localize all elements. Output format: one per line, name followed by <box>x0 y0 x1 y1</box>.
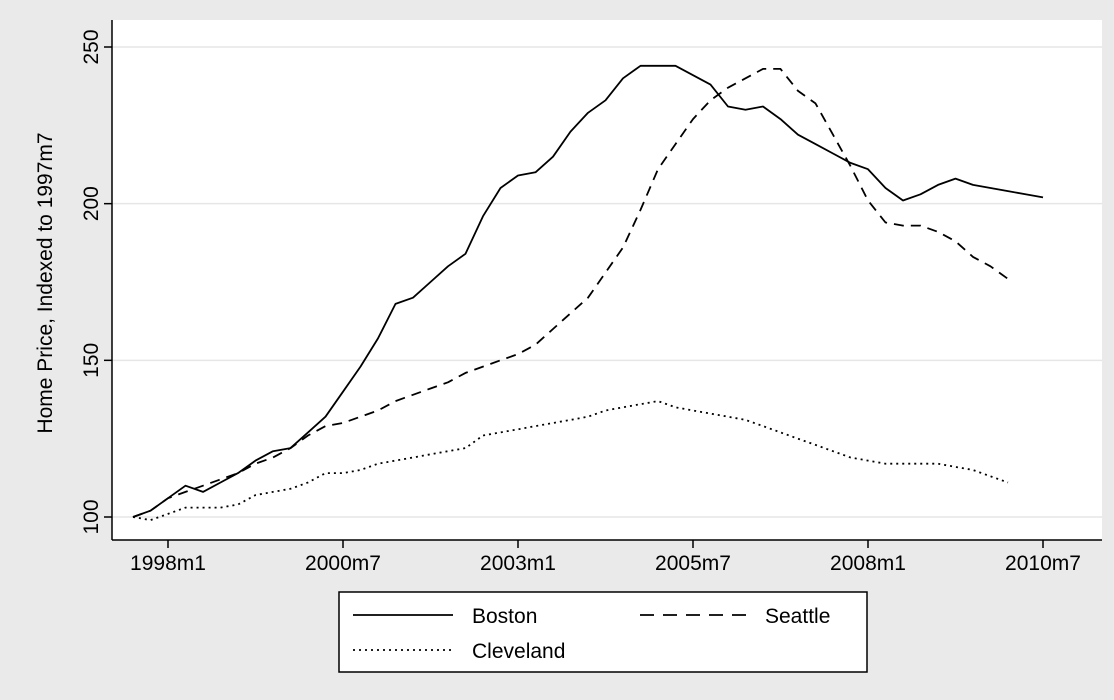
series-line-seattle <box>132 68 1009 518</box>
x-tick-label: 1998m1 <box>130 552 206 575</box>
y-axis-label: Home Price, Indexed to 1997m7 <box>34 132 57 433</box>
series-line-cleveland <box>132 400 1009 521</box>
x-tick-label: 2010m7 <box>1005 552 1081 575</box>
legend: Boston Seattle Cleveland <box>338 591 868 673</box>
y-tick-label: 200 <box>80 186 103 221</box>
y-axis-ticks: 100 150 200 250 <box>80 29 112 535</box>
legend-box <box>338 591 868 673</box>
legend-label-boston: Boston <box>472 605 537 628</box>
legend-label-cleveland: Cleveland <box>472 640 565 663</box>
gridlines <box>112 46 1102 518</box>
y-tick-label: 100 <box>80 499 103 534</box>
legend-label-seattle: Seattle <box>765 605 830 628</box>
series-lines <box>132 64 1044 521</box>
x-axis-ticks: 1998m1 2000m7 2003m1 2005m7 2008m1 2010m7 <box>130 540 1081 575</box>
y-tick-label: 250 <box>80 29 103 64</box>
series-line-boston <box>132 64 1044 518</box>
x-tick-label: 2003m1 <box>480 552 556 575</box>
plot-area <box>112 20 1102 540</box>
x-tick-label: 2008m1 <box>830 552 906 575</box>
y-tick-label: 150 <box>80 343 103 378</box>
x-tick-label: 2005m7 <box>655 552 731 575</box>
x-tick-label: 2000m7 <box>305 552 381 575</box>
